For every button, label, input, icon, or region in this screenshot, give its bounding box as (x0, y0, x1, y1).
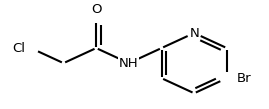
Text: Cl: Cl (12, 42, 25, 55)
Text: NH: NH (119, 57, 139, 70)
Text: O: O (91, 3, 101, 16)
Text: N: N (189, 26, 199, 40)
Text: Br: Br (236, 72, 251, 85)
